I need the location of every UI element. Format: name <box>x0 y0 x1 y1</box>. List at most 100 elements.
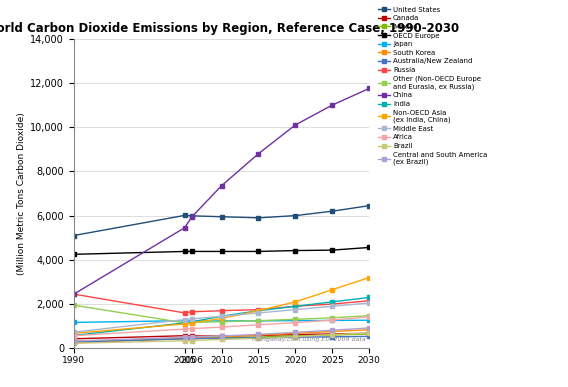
South Korea <box>189 336 195 340</box>
Non-OECD Asia
(ex India, China) <box>292 300 299 304</box>
Central and South America
(ex Brazil) <box>366 325 373 330</box>
OECD Europe <box>292 248 299 253</box>
Brazil <box>218 337 225 342</box>
China <box>218 183 225 188</box>
Line: South Korea: South Korea <box>72 328 371 344</box>
India <box>366 295 373 300</box>
OECD Europe <box>329 248 336 252</box>
United States <box>218 214 225 219</box>
Russia <box>181 311 188 315</box>
Title: World Carbon Dioxide Emissions by Region, Reference Case, 1990-2030: World Carbon Dioxide Emissions by Region… <box>0 22 459 35</box>
Africa <box>181 327 188 331</box>
Non-OECD Asia
(ex India, China) <box>366 275 373 280</box>
Russia <box>292 304 299 308</box>
Russia <box>255 307 262 312</box>
Line: China: China <box>72 87 371 296</box>
Canada <box>329 332 336 336</box>
China <box>255 151 262 156</box>
Central and South America
(ex Brazil) <box>329 328 336 332</box>
Russia <box>70 292 77 296</box>
Middle East <box>70 330 77 334</box>
Australia/New Zealand <box>255 336 262 340</box>
Brazil <box>329 332 336 337</box>
Japan <box>218 319 225 323</box>
United States <box>70 233 77 238</box>
Canada <box>189 334 195 338</box>
Australia/New Zealand <box>329 334 336 339</box>
Line: Russia: Russia <box>72 293 371 315</box>
Mexico <box>255 335 262 339</box>
Central and South America
(ex Brazil) <box>218 334 225 338</box>
Africa <box>70 333 77 338</box>
Line: OECD Europe: OECD Europe <box>72 246 371 256</box>
Other (Non-OECD Europe
and Eurasia, ex Russia) <box>70 303 77 308</box>
OECD Europe <box>366 245 373 250</box>
United States <box>292 213 299 218</box>
Mexico <box>329 333 336 337</box>
Canada <box>218 334 225 339</box>
Brazil <box>366 331 373 336</box>
Japan <box>329 318 336 323</box>
China <box>189 214 195 219</box>
Brazil <box>70 341 77 346</box>
Other (Non-OECD Europe
and Eurasia, ex Russia) <box>255 319 262 323</box>
Other (Non-OECD Europe
and Eurasia, ex Russia) <box>218 319 225 324</box>
Canada <box>181 333 188 338</box>
Japan <box>181 319 188 323</box>
United States <box>329 209 336 214</box>
Japan <box>189 319 195 324</box>
Brazil <box>181 339 188 343</box>
Central and South America
(ex Brazil) <box>189 335 195 339</box>
South Korea <box>218 334 225 339</box>
Non-OECD Asia
(ex India, China) <box>189 320 195 325</box>
Central and South America
(ex Brazil) <box>181 335 188 339</box>
Line: Japan: Japan <box>72 319 371 324</box>
Middle East <box>189 317 195 321</box>
Africa <box>292 320 299 325</box>
Mexico <box>292 334 299 338</box>
Brazil <box>255 336 262 341</box>
Central and South America
(ex Brazil) <box>292 330 299 335</box>
Canada <box>292 332 299 337</box>
Other (Non-OECD Europe
and Eurasia, ex Russia) <box>189 320 195 325</box>
Japan <box>292 319 299 323</box>
Australia/New Zealand <box>292 335 299 339</box>
Line: Non-OECD Asia
(ex India, China): Non-OECD Asia (ex India, China) <box>72 276 371 335</box>
Russia <box>218 308 225 313</box>
Australia/New Zealand <box>189 336 195 341</box>
Mexico <box>70 339 77 344</box>
China <box>181 226 188 230</box>
Central and South America
(ex Brazil) <box>255 332 262 337</box>
China <box>70 292 77 296</box>
Legend: United States, Canada, Mexico, OECD Europe, Japan, South Korea, Australia/New Ze: United States, Canada, Mexico, OECD Euro… <box>375 4 490 168</box>
Non-OECD Asia
(ex India, China) <box>218 316 225 321</box>
Line: Other (Non-OECD Europe
and Eurasia, ex Russia): Other (Non-OECD Europe and Eurasia, ex R… <box>72 304 371 324</box>
Other (Non-OECD Europe
and Eurasia, ex Russia) <box>329 315 336 320</box>
Line: Brazil: Brazil <box>72 332 371 345</box>
Non-OECD Asia
(ex India, China) <box>181 322 188 326</box>
Africa <box>366 315 373 319</box>
China <box>329 103 336 107</box>
Middle East <box>255 311 262 315</box>
India <box>218 314 225 319</box>
South Korea <box>181 336 188 341</box>
Text: mongabay.com using EIA 2009 data: mongabay.com using EIA 2009 data <box>253 337 366 342</box>
Brazil <box>189 338 195 343</box>
Central and South America
(ex Brazil) <box>70 339 77 343</box>
Line: Canada: Canada <box>72 332 371 340</box>
Line: Middle East: Middle East <box>72 301 371 334</box>
Africa <box>329 318 336 322</box>
Japan <box>255 319 262 323</box>
Other (Non-OECD Europe
and Eurasia, ex Russia) <box>181 320 188 325</box>
Australia/New Zealand <box>218 336 225 341</box>
Line: Africa: Africa <box>72 315 371 337</box>
OECD Europe <box>70 252 77 257</box>
Russia <box>366 298 373 303</box>
Non-OECD Asia
(ex India, China) <box>70 331 77 336</box>
China <box>292 123 299 127</box>
India <box>329 300 336 304</box>
India <box>189 319 195 324</box>
Line: United States: United States <box>72 204 371 237</box>
India <box>70 333 77 338</box>
Mexico <box>181 336 188 341</box>
